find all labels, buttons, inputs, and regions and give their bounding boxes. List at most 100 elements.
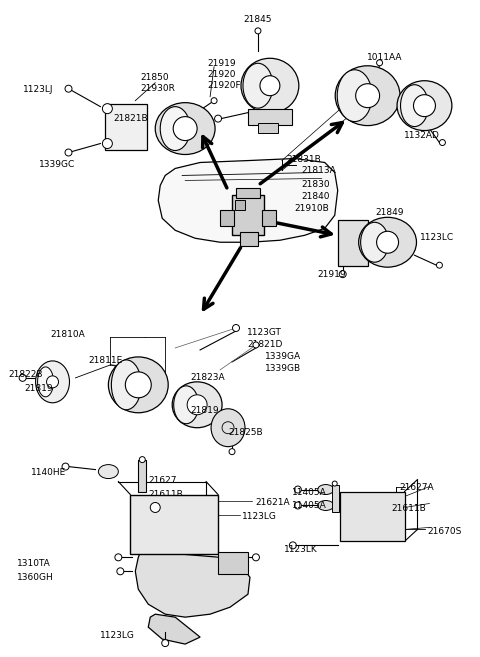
Circle shape	[125, 372, 151, 397]
Circle shape	[139, 457, 145, 463]
Ellipse shape	[400, 85, 429, 127]
Circle shape	[413, 95, 435, 116]
Text: 21819: 21819	[190, 406, 219, 415]
Ellipse shape	[337, 70, 372, 122]
Text: 21813A: 21813A	[302, 166, 336, 175]
Circle shape	[102, 139, 112, 148]
Ellipse shape	[397, 81, 452, 131]
Ellipse shape	[211, 409, 245, 447]
Circle shape	[162, 640, 168, 646]
Text: 11405A: 11405A	[292, 501, 326, 510]
Ellipse shape	[160, 106, 190, 150]
Text: 21670S: 21670S	[428, 528, 462, 536]
Text: 21920F: 21920F	[207, 81, 241, 90]
Ellipse shape	[241, 58, 299, 113]
Text: 11405A: 11405A	[292, 487, 326, 497]
Circle shape	[294, 502, 301, 509]
Bar	[236, 189, 260, 198]
Circle shape	[211, 98, 217, 104]
Circle shape	[19, 374, 26, 381]
Bar	[106, 104, 147, 150]
PathPatch shape	[135, 553, 250, 617]
Circle shape	[294, 486, 301, 493]
Circle shape	[377, 60, 383, 66]
Text: 1123LG: 1123LG	[242, 512, 277, 522]
Text: 21845: 21845	[243, 15, 272, 24]
Text: 21611B: 21611B	[148, 489, 183, 499]
Bar	[220, 210, 234, 226]
Bar	[262, 210, 276, 226]
Text: 21810A: 21810A	[50, 330, 85, 339]
Circle shape	[232, 325, 240, 332]
Ellipse shape	[111, 360, 141, 410]
Bar	[218, 553, 248, 574]
Circle shape	[332, 481, 337, 486]
Text: 1123LJ: 1123LJ	[23, 85, 53, 94]
Circle shape	[173, 116, 197, 141]
Ellipse shape	[335, 66, 400, 125]
Bar	[248, 108, 292, 125]
Ellipse shape	[318, 501, 334, 510]
Text: 21621A: 21621A	[255, 497, 289, 507]
Bar	[332, 485, 339, 512]
Circle shape	[62, 463, 69, 470]
Text: 21821B: 21821B	[114, 114, 148, 123]
Ellipse shape	[98, 464, 119, 478]
Circle shape	[229, 449, 235, 455]
Circle shape	[117, 568, 124, 575]
Circle shape	[102, 104, 112, 114]
Circle shape	[253, 342, 259, 348]
Circle shape	[252, 554, 260, 561]
Text: 21627A: 21627A	[399, 482, 434, 491]
Bar	[258, 123, 278, 133]
Text: 21910B: 21910B	[295, 204, 330, 214]
Text: 21920: 21920	[207, 70, 236, 79]
Text: 21822B: 21822B	[9, 370, 43, 379]
Ellipse shape	[318, 485, 334, 495]
Circle shape	[260, 76, 280, 96]
Text: 21850: 21850	[140, 73, 169, 81]
PathPatch shape	[158, 158, 338, 242]
Text: 1339GA: 1339GA	[265, 352, 301, 361]
Text: 21930R: 21930R	[140, 83, 175, 93]
Circle shape	[150, 503, 160, 512]
Text: 1123LG: 1123LG	[100, 631, 135, 640]
Text: 21811E: 21811E	[88, 356, 123, 365]
Bar	[138, 460, 146, 491]
Text: 21919: 21919	[207, 58, 236, 68]
Text: 1123LC: 1123LC	[420, 233, 454, 242]
Circle shape	[215, 115, 222, 122]
Circle shape	[436, 262, 443, 268]
Circle shape	[439, 139, 445, 146]
Text: 1011AA: 1011AA	[367, 53, 402, 62]
Bar	[232, 195, 264, 235]
Text: 1132AD: 1132AD	[404, 131, 439, 139]
Text: 21611B: 21611B	[392, 505, 426, 514]
Text: 21825B: 21825B	[228, 428, 263, 437]
Text: 1123LK: 1123LK	[284, 545, 318, 555]
Bar	[340, 491, 405, 541]
Text: 21840: 21840	[302, 193, 330, 202]
Ellipse shape	[174, 386, 199, 424]
Circle shape	[65, 85, 72, 92]
Ellipse shape	[36, 361, 70, 403]
Circle shape	[115, 554, 122, 561]
Circle shape	[339, 271, 346, 278]
Bar	[235, 200, 245, 210]
Ellipse shape	[37, 367, 54, 397]
Circle shape	[289, 542, 296, 549]
Bar	[130, 495, 218, 555]
Text: 1140HE: 1140HE	[31, 468, 66, 476]
Text: 21821D: 21821D	[247, 340, 282, 349]
Text: 21627: 21627	[148, 476, 177, 485]
Text: 1360GH: 1360GH	[17, 574, 53, 582]
Text: 21819: 21819	[24, 384, 53, 393]
Text: 1123GT: 1123GT	[247, 328, 282, 337]
Ellipse shape	[108, 357, 168, 413]
Circle shape	[377, 231, 398, 253]
Circle shape	[255, 28, 261, 34]
Circle shape	[187, 395, 207, 415]
Text: 21831B: 21831B	[286, 154, 321, 164]
Circle shape	[356, 83, 380, 108]
PathPatch shape	[148, 614, 200, 644]
